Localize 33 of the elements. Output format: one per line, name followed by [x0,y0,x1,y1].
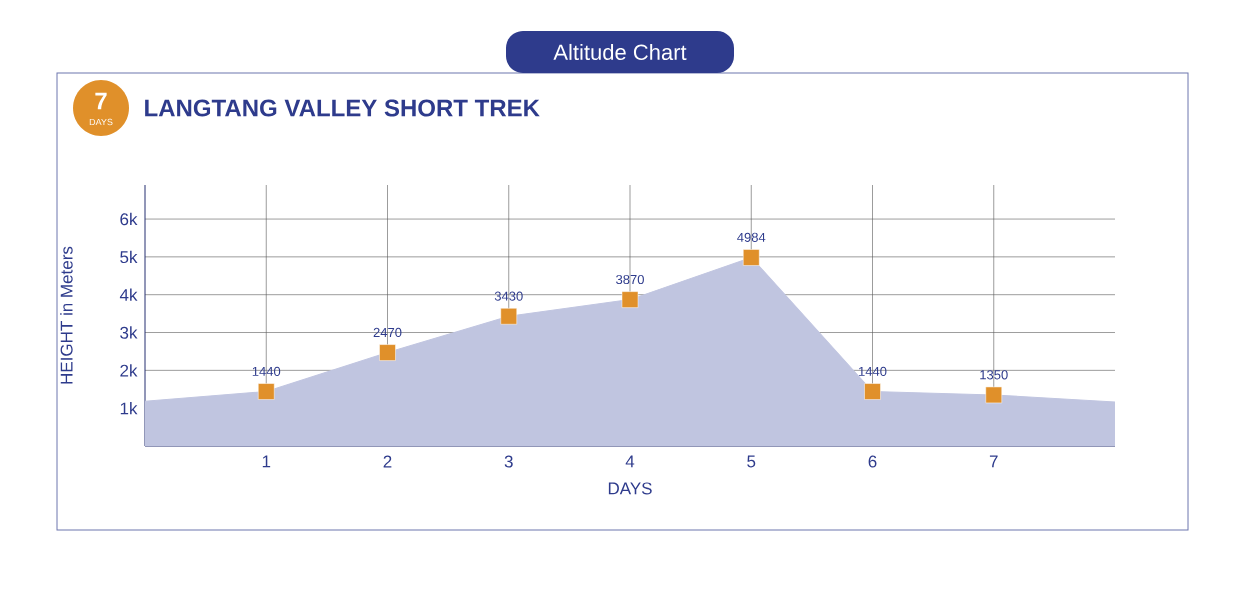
x-tick-label: 4 [625,455,635,468]
point [379,344,396,361]
x-tick-label: 1 [262,455,271,468]
data-label: 3870 [616,274,644,285]
x-tick-label: 2 [383,455,392,468]
y-axis-title: HEIGHT in Meters [60,246,73,384]
data-label: 1350 [980,370,1008,380]
point [621,291,639,308]
y-tick-label: 5k [120,250,138,264]
data-label: 1440 [859,366,887,376]
point [985,386,1002,404]
y-tick-label: 6k [120,212,138,226]
x-tick-label: 3 [504,455,513,468]
data-label: 1440 [252,366,281,376]
text: 7 [95,92,107,110]
data-label: 4984 [737,232,766,242]
y-tick-label: 1k [120,402,138,415]
point [258,383,275,400]
point [743,249,760,266]
data-label: 2470 [373,327,402,338]
x-tick-label: 5 [747,455,756,468]
chart-subtitle: LANGTANG VALLEY SHORT TREK [145,99,540,117]
x-tick-label: 7 [989,455,998,468]
x-tick-label: 6 [868,455,877,468]
data-label: 3430 [494,291,523,301]
point [864,383,881,400]
text: DAYS [89,118,113,126]
y-tick-label: 2k [120,364,138,377]
y-tick-label: 3k [120,326,138,339]
point [500,308,517,325]
y-tick-label: 4k [119,288,138,301]
x-axis-title: DAYS [608,482,652,495]
chart-title: Altitude Chart [553,43,687,61]
